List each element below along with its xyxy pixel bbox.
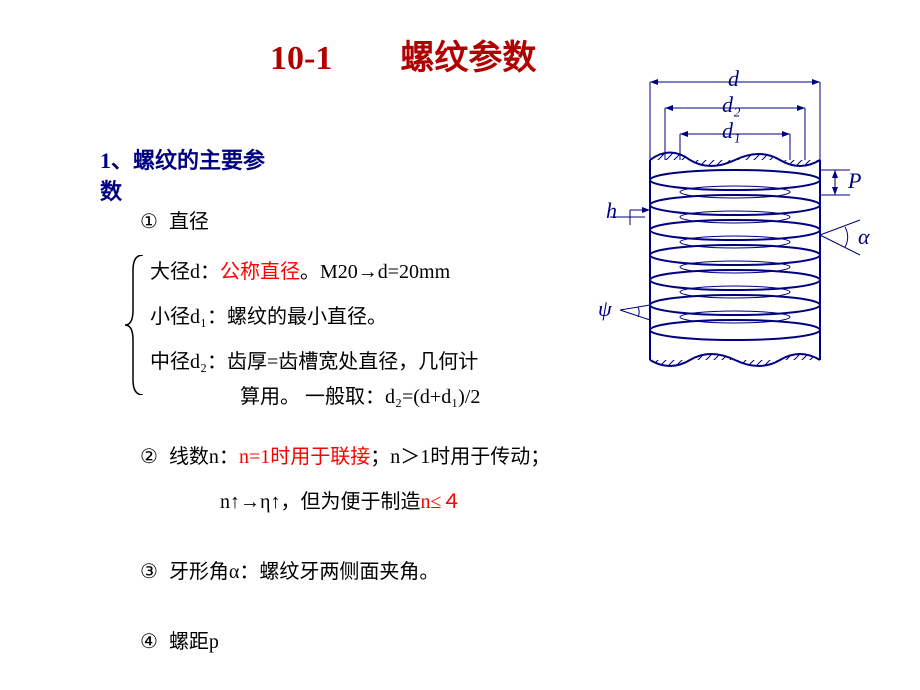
- thread-diagram: d d₂ d₁ P α h ψ: [590, 60, 890, 380]
- slide-title: 10-1 螺纹参数: [270, 30, 536, 79]
- section-heading: 1、螺纹的主要参 数: [100, 146, 300, 208]
- item-1: ① 直径: [140, 205, 209, 234]
- diam-d-red: 公称直径: [220, 261, 300, 283]
- diameter-d-line: 大径d：公称直径。M20→d=20mm: [150, 255, 450, 284]
- section-line2: 数: [100, 179, 122, 204]
- item2-mid: ；n＞1时用于传动；: [370, 446, 550, 468]
- item2-l2-red: n≤４: [420, 491, 461, 513]
- item4-num: ④: [140, 629, 158, 654]
- item4-text: 螺距p: [169, 631, 219, 653]
- label-psi: ψ: [598, 296, 612, 322]
- label-h: h: [606, 198, 617, 224]
- item2-red1: n=1时用于联接: [239, 446, 370, 468]
- item2-num: ②: [140, 444, 158, 469]
- item-2-line1: ② 线数n：n=1时用于联接；n＞1时用于传动；: [140, 440, 550, 469]
- label-P: P: [848, 168, 861, 194]
- brace-icon: [125, 255, 145, 395]
- diam-d-suffix: 。M20→d=20mm: [300, 261, 450, 283]
- item-3: ③ 牙形角α：螺纹牙两侧面夹角。: [140, 555, 439, 584]
- item2-prefix: 线数n：: [169, 446, 239, 468]
- item3-text: 牙形角α：螺纹牙两侧面夹角。: [169, 561, 439, 583]
- label-alpha: α: [858, 224, 870, 250]
- item1-num: ①: [140, 209, 158, 234]
- diameter-d1-line: 小径d₁：螺纹的最小直径。: [150, 300, 387, 329]
- label-d1: d₁: [722, 118, 741, 144]
- diam-d-prefix: 大径d：: [150, 261, 220, 283]
- diameter-d2-line2: 算用。 一般取：d₂=(d+d₁)/2: [240, 380, 480, 409]
- item1-text: 直径: [169, 211, 209, 233]
- item2-l2-prefix: n↑→η↑，但为便于制造: [220, 491, 420, 513]
- diameter-d2-line1: 中径d₂：齿厚=齿槽宽处直径，几何计: [150, 345, 478, 374]
- section-line1: 1、螺纹的主要参: [100, 148, 265, 173]
- item-2-line2: n↑→η↑，但为便于制造n≤４: [220, 485, 461, 514]
- label-d: d: [728, 66, 739, 92]
- label-d2: d₂: [722, 92, 741, 118]
- item3-num: ③: [140, 559, 158, 584]
- item-4: ④ 螺距p: [140, 625, 219, 654]
